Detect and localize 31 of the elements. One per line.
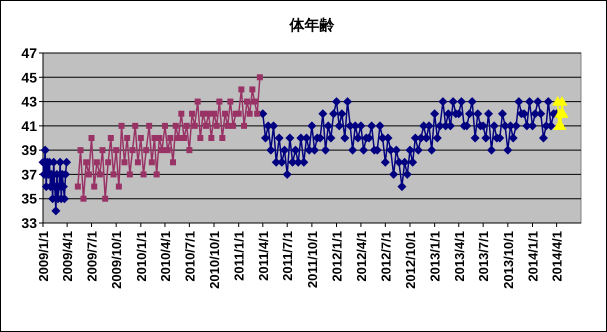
x-tick-label: 2013/7/1 <box>476 231 492 282</box>
y-tick-label: 45 <box>21 69 38 86</box>
y-tick-label: 37 <box>21 166 38 182</box>
x-tick-label: 2012/10/1 <box>402 231 418 289</box>
y-tick-label: 33 <box>21 215 38 231</box>
x-tick-label: 2012/1/1 <box>330 231 345 282</box>
y-tick-label: 47 <box>21 45 38 61</box>
x-tick-label: 2012/7/1 <box>378 231 394 282</box>
x-tick-label: 2014/1/1 <box>525 231 540 282</box>
x-tick-label: 2012/4/1 <box>354 231 369 282</box>
x-tick-label: 2010/10/1 <box>207 231 222 289</box>
y-tick-label: 43 <box>21 94 38 110</box>
y-tick-label: 41 <box>21 118 38 134</box>
chart-title: 体年齢 <box>288 16 336 34</box>
x-tick-label: 2010/4/1 <box>158 231 173 282</box>
x-tick-label: 2009/10/1 <box>109 231 124 289</box>
x-tick-label: 2009/1/1 <box>36 231 51 282</box>
x-tick-label: 2010/1/1 <box>134 231 149 282</box>
y-tick-label: 35 <box>21 190 38 207</box>
x-tick-label: 2011/10/1 <box>304 231 320 288</box>
x-tick-label: 2013/4/1 <box>452 231 467 282</box>
y-tick-label: 39 <box>21 142 38 158</box>
x-tick-label: 2011/4/1 <box>256 231 271 281</box>
x-tick-label: 2014/4/1 <box>550 231 565 282</box>
x-tick-label: 2009/4/1 <box>60 231 76 282</box>
x-tick-label: 2011/1/1 <box>232 231 247 281</box>
x-tick-label: 2009/7/1 <box>84 231 100 282</box>
x-tick-label: 2013/1/1 <box>428 231 443 282</box>
x-tick-label: 2010/7/1 <box>182 231 198 282</box>
x-tick-label: 2013/10/1 <box>500 231 516 289</box>
x-tick-label: 2011/7/1 <box>280 231 296 281</box>
